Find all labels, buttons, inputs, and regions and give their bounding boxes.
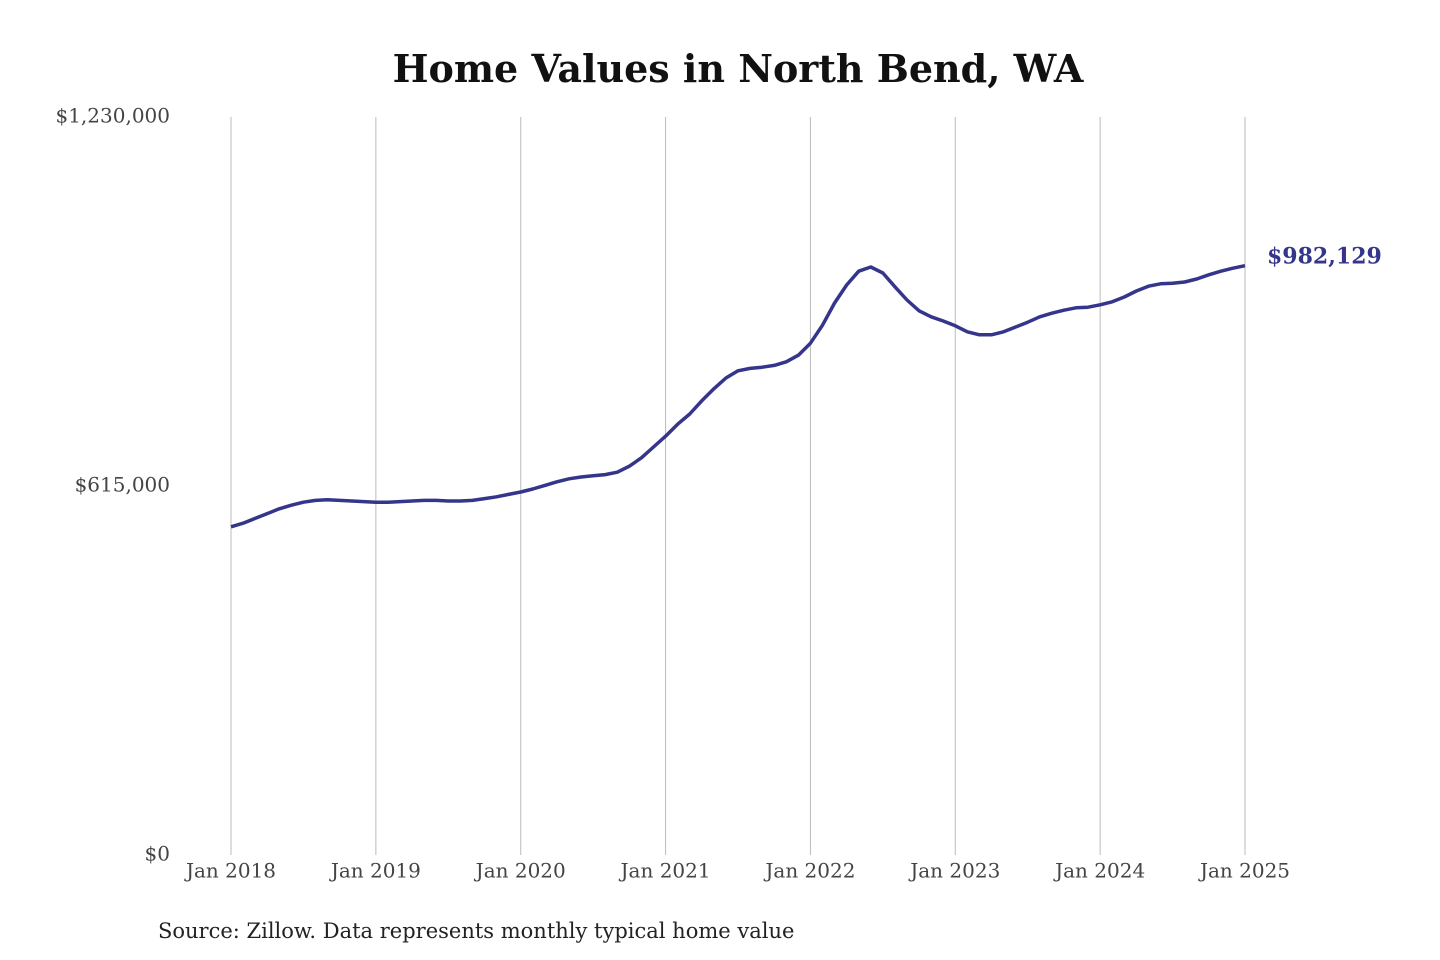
x-tick-label: Jan 2021	[619, 859, 711, 883]
source-note: Source: Zillow. Data represents monthly …	[158, 919, 794, 943]
x-tick-label: Jan 2025	[1198, 859, 1290, 883]
x-tick-label: Jan 2023	[908, 859, 1000, 883]
x-tick-label: Jan 2019	[329, 859, 421, 883]
x-tick-label: Jan 2020	[474, 859, 566, 883]
x-tick-label: Jan 2022	[763, 859, 855, 883]
line	[230, 264, 1246, 529]
chart-title: Home Values in North Bend, WA	[393, 46, 1084, 91]
y-tick-label: $0	[145, 842, 170, 866]
x-tick-label: Jan 2018	[184, 859, 276, 883]
y-tick-label: $615,000	[75, 473, 170, 497]
y-tick-label: $1,230,000	[55, 104, 170, 128]
data-label: $982,129	[1267, 244, 1382, 270]
x-tick-label: Jan 2024	[1053, 859, 1145, 883]
